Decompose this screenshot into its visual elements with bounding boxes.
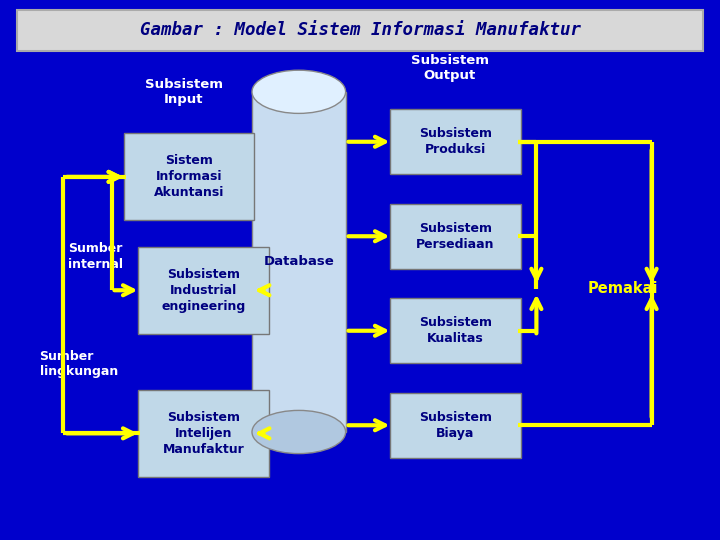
Text: Database: Database xyxy=(264,255,334,268)
Text: Subsistem
Industrial
engineering: Subsistem Industrial engineering xyxy=(161,268,246,313)
Text: Sumber
internal: Sumber internal xyxy=(68,242,123,271)
Text: Subsistem
Input: Subsistem Input xyxy=(145,78,222,106)
Ellipse shape xyxy=(252,70,346,113)
FancyBboxPatch shape xyxy=(390,298,521,363)
FancyBboxPatch shape xyxy=(138,247,269,334)
FancyBboxPatch shape xyxy=(124,133,254,220)
FancyBboxPatch shape xyxy=(390,204,521,269)
Text: Subsistem
Intelijen
Manufaktur: Subsistem Intelijen Manufaktur xyxy=(163,411,244,456)
Text: Sumber
lingkungan: Sumber lingkungan xyxy=(40,350,118,379)
FancyBboxPatch shape xyxy=(390,109,521,174)
Text: Sistem
Informasi
Akuntansi: Sistem Informasi Akuntansi xyxy=(154,154,224,199)
Text: Subsistem
Output: Subsistem Output xyxy=(411,53,489,82)
Text: Pemakai: Pemakai xyxy=(588,281,658,296)
Text: Subsistem
Persediaan: Subsistem Persediaan xyxy=(416,222,495,251)
Text: Gambar : Model Sistem Informasi Manufaktur: Gambar : Model Sistem Informasi Manufakt… xyxy=(140,21,580,39)
Text: Subsistem
Produksi: Subsistem Produksi xyxy=(419,127,492,156)
FancyBboxPatch shape xyxy=(17,10,703,51)
FancyBboxPatch shape xyxy=(138,390,269,477)
Text: Subsistem
Biaya: Subsistem Biaya xyxy=(419,411,492,440)
FancyBboxPatch shape xyxy=(390,393,521,458)
Text: Subsistem
Kualitas: Subsistem Kualitas xyxy=(419,316,492,345)
Polygon shape xyxy=(252,92,346,432)
Ellipse shape xyxy=(252,410,346,454)
